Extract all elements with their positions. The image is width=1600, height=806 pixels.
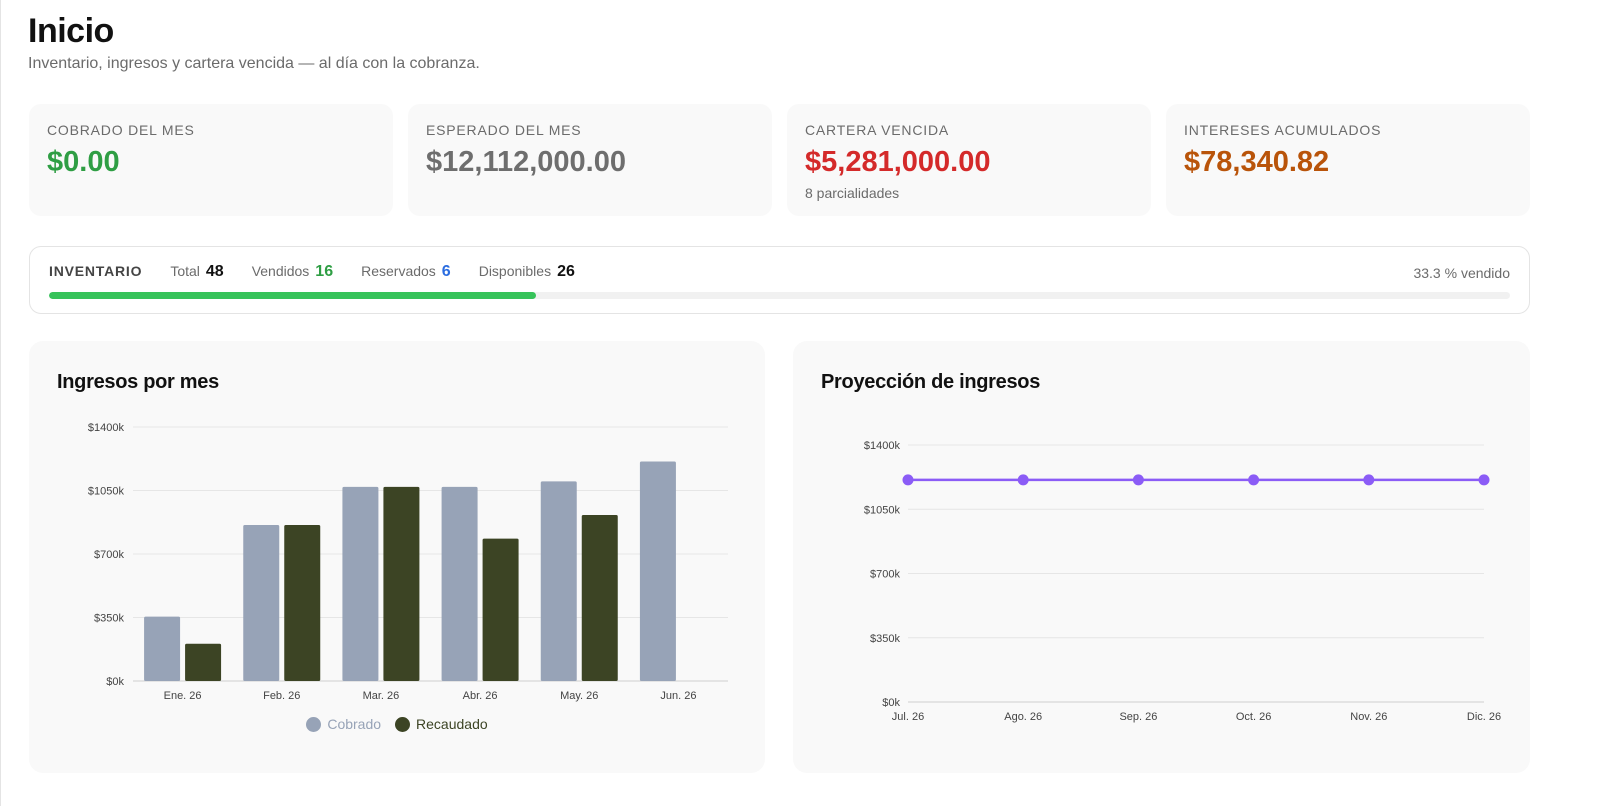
projection-point	[902, 474, 914, 486]
stat-value: $78,340.82	[1184, 146, 1330, 178]
bar-cobrado	[144, 616, 181, 681]
stat-label: ESPERADO DEL MES	[426, 122, 582, 138]
projection-point	[1363, 474, 1375, 486]
stat-subtext: 8 parcialidades	[805, 185, 900, 201]
stat-card-expected: ESPERADO DEL MES $12,112,000.00	[408, 104, 772, 216]
inventory-available: Disponibles 26	[479, 263, 575, 281]
stat-label: CARTERA VENCIDA	[805, 122, 949, 138]
legend-swatch-recaudado	[395, 716, 411, 732]
inventory-available-value: 26	[557, 263, 575, 280]
x-tick-label: Jul. 26	[892, 711, 924, 723]
inventory-panel: INVENTARIO Total 48 Vendidos 16 Reservados…	[29, 246, 1530, 314]
inventory-reserved-value: 6	[441, 263, 451, 280]
stat-card-collected: COBRADO DEL MES $0.00	[29, 104, 393, 216]
x-tick-label: Feb. 26	[263, 690, 300, 702]
y-tick-label: $1050k	[88, 486, 125, 498]
x-tick-label: May. 26	[560, 690, 598, 702]
y-tick-label: $1400k	[864, 440, 901, 452]
y-tick-label: $700k	[870, 569, 900, 581]
inventory-progress-fill	[49, 292, 536, 299]
inventory-title: INVENTARIO	[49, 263, 143, 279]
stat-value: $5,281,000.00	[805, 146, 991, 178]
bar-recaudado	[482, 538, 519, 681]
projection-chart-title: Proyección de ingresos	[821, 371, 1041, 393]
inventory-total-value: 48	[205, 263, 224, 280]
legend-label-cobrado: Cobrado	[327, 716, 382, 732]
bar-recaudado	[185, 643, 222, 681]
projection-chart-panel: Proyección de ingresos $0k $350k $700k $105…	[793, 341, 1530, 773]
x-tick-label: Jun. 26	[660, 690, 696, 702]
inventory-total-label: Total	[170, 263, 200, 279]
bar-cobrado	[342, 486, 379, 681]
inventory-summary: INVENTARIO Total 48 Vendidos 16 Reservados…	[49, 263, 603, 281]
inventory-available-label: Disponibles	[478, 263, 552, 279]
y-tick-label: $1050k	[864, 504, 901, 516]
bar-cobrado	[639, 461, 676, 681]
page-title: Inicio	[28, 12, 114, 50]
inventory-reserved: Reservados 6	[361, 263, 451, 281]
page-subtitle: Inventario, ingresos y cartera vencida —…	[28, 55, 480, 72]
legend-item-recaudado[interactable]: Recaudado	[395, 716, 488, 732]
legend-swatch-cobrado	[306, 716, 322, 732]
bar-cobrado	[441, 486, 478, 681]
bar-cobrado	[243, 524, 280, 681]
inventory-sold-label: Vendidos	[251, 263, 310, 279]
y-tick-label: $700k	[94, 549, 124, 561]
y-tick-label: $1400k	[88, 422, 125, 434]
y-tick-label: $350k	[870, 633, 900, 645]
projection-point	[1248, 474, 1260, 486]
x-tick-label: Oct. 26	[1236, 711, 1271, 723]
projection-point	[1017, 474, 1029, 486]
stat-label: COBRADO DEL MES	[47, 122, 195, 138]
x-tick-label: Abr. 26	[463, 690, 498, 702]
bar-recaudado	[581, 514, 618, 681]
projection-point	[1478, 474, 1490, 486]
bar-recaudado	[383, 486, 420, 681]
x-tick-label: Ene. 26	[164, 690, 202, 702]
x-tick-label: Nov. 26	[1350, 711, 1387, 723]
x-tick-label: Sep. 26	[1119, 711, 1157, 723]
bar-recaudado	[284, 524, 321, 681]
y-tick-label: $0k	[882, 697, 900, 709]
y-tick-label: $0k	[106, 676, 124, 688]
bar-cobrado	[540, 481, 577, 681]
stat-value: $12,112,000.00	[426, 146, 626, 178]
inventory-total: Total 48	[170, 263, 223, 281]
income-bar-chart: $0k $350k $700k $1050k $1400k Ene. 26 Feb. 26 M…	[88, 422, 728, 702]
inventory-percent-sold: 33.3 % vendido	[1413, 265, 1510, 281]
projection-line-chart: $0k $350k $700k $1050k $1400k Jul. 26 Ago. 26 S…	[864, 440, 1501, 723]
stat-card-overdue: CARTERA VENCIDA $5,281,000.00 8 parciali…	[787, 104, 1151, 216]
inventory-sold-value: 16	[315, 263, 334, 280]
income-chart-legend: Cobrado Recaudado	[29, 716, 765, 732]
stat-label: INTERESES ACUMULADOS	[1184, 122, 1382, 138]
y-tick-label: $350k	[94, 613, 124, 625]
stat-value: $0.00	[47, 146, 120, 178]
projection-point	[1132, 474, 1144, 486]
inventory-reserved-label: Reservados	[361, 263, 436, 279]
x-tick-label: Dic. 26	[1467, 711, 1501, 723]
legend-item-cobrado[interactable]: Cobrado	[306, 716, 381, 732]
x-tick-label: Ago. 26	[1004, 711, 1042, 723]
inventory-progress-bar	[49, 292, 1510, 299]
legend-label-recaudado: Recaudado	[416, 716, 488, 732]
income-chart-panel: Ingresos por mes $0k $350k $700k $1050k $140…	[29, 341, 765, 773]
inventory-sold: Vendidos 16	[252, 263, 333, 281]
x-tick-label: Mar. 26	[363, 690, 400, 702]
income-chart-title: Ingresos por mes	[57, 371, 219, 393]
stat-card-interest: INTERESES ACUMULADOS $78,340.82	[1166, 104, 1530, 216]
left-border	[0, 0, 1, 806]
